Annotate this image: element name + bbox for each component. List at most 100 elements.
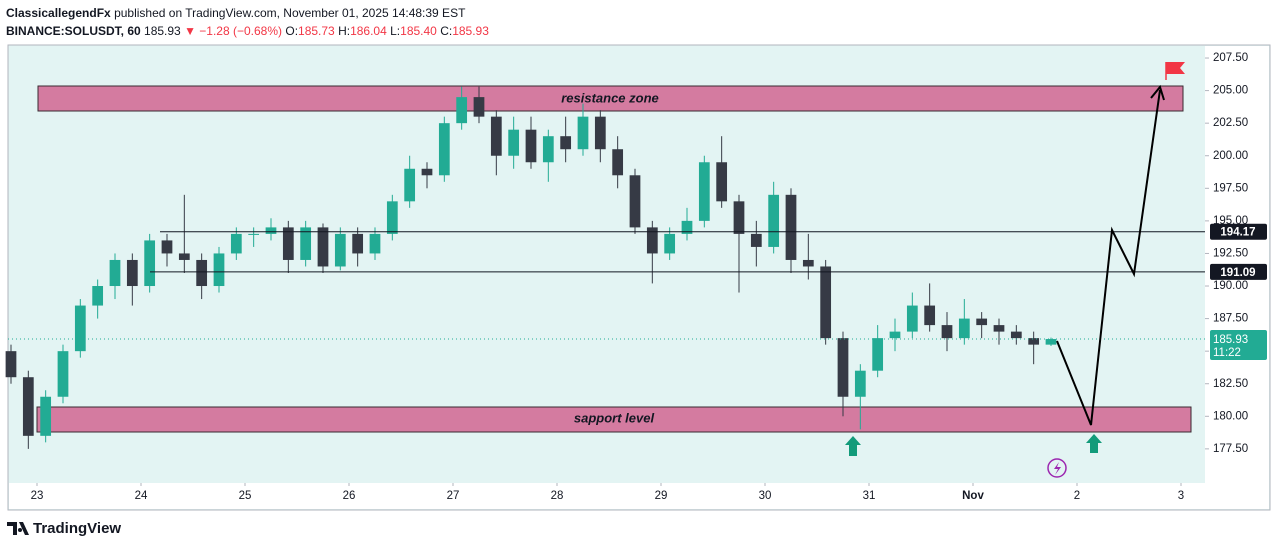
candle-body [1010,331,1022,339]
candle-body [733,201,745,234]
price-tag-label: 191.09 [1220,267,1255,279]
candle-body [924,305,936,326]
candle-body [664,233,676,254]
candle-body [22,377,34,436]
candle-body [265,227,277,234]
candle-body [750,233,762,247]
candle-body [508,129,520,156]
brand: TradingView [33,520,121,537]
symbol: BINANCE:SOLUSDT, 60 [6,24,141,38]
x-tick-label: 3 [1178,490,1184,502]
y-tick-label: 197.50 [1213,182,1248,194]
candle-body [768,194,780,247]
up-arrow [845,436,861,456]
y-tick-label: 200.00 [1213,150,1248,162]
candle-body [785,194,797,260]
x-tick-label: 27 [447,490,460,502]
projection-arrowhead [1150,84,1165,101]
candle-body [958,318,970,339]
candle-body [629,175,641,228]
x-tick-label: 31 [863,490,876,502]
candle-body [698,162,710,221]
x-tick-label: 29 [655,490,668,502]
event-icon [1047,458,1067,478]
support-label: sapport level [574,410,655,425]
y-tick-label: 205.00 [1213,85,1248,97]
x-tick-label: 2 [1074,490,1080,502]
candle-body [5,351,17,378]
support-zone [36,406,1192,433]
candle-body [542,136,554,163]
price-tag [1210,223,1267,240]
candle-body [300,227,312,260]
price-tag-label: 194.17 [1220,227,1255,239]
candle-body [820,266,832,339]
candle-body [369,233,381,254]
candle-body [976,318,988,326]
author: ClassicallegendFx [6,6,111,20]
candle-body [317,227,329,267]
x-tick-label: Nov [962,490,984,502]
candle-body [126,259,138,287]
candle-body [612,149,624,176]
candle-body [646,227,658,254]
candle-body [352,233,364,254]
candle-body [577,116,589,150]
published: published on TradingView.com, November 0… [114,6,466,20]
last-price-tag [1210,330,1267,361]
last: 185.93 [144,24,181,38]
candle-body [681,220,693,234]
o: 185.73 [298,24,335,38]
price-tag [1210,263,1267,280]
candle-body [594,116,606,150]
event-bolt [1054,462,1061,475]
candle-body [1028,338,1040,345]
countdown: 11:22 [1213,347,1241,359]
candle-body [560,136,572,150]
c: 185.93 [452,24,489,38]
candle-body [802,259,814,267]
l: 185.40 [400,24,437,38]
candle-body [438,123,450,176]
candle-body [57,351,69,397]
x-tick-label: 28 [551,490,564,502]
candle-body [404,168,416,202]
x-tick-label: 23 [31,490,44,502]
candle-body [109,259,121,287]
logo: TradingView [7,520,121,537]
candle-body [473,97,485,117]
header: ClassicallegendFx published on TradingVi… [6,4,489,40]
projection-path [1056,89,1161,426]
candle-body [1045,339,1057,345]
candle-body [889,331,901,339]
candle-body [161,240,173,254]
candle-body [837,338,849,397]
quote-line: BINANCE:SOLUSDT, 60 185.93 ▼ −1.28 (−0.6… [6,22,489,40]
resistance-zone [37,85,1184,112]
resistance-label: resistance zone [561,90,659,105]
candle-body [854,370,866,397]
candle-body [872,338,884,371]
y-tick-label: 177.50 [1213,443,1248,455]
candle-body [196,259,208,287]
up-arrow [1086,434,1102,453]
candle-body [993,325,1005,332]
y-tick-label: 187.50 [1213,313,1248,325]
h-label: H: [338,24,351,38]
candle-body [941,325,953,339]
candle-body [421,168,433,176]
candle-body [906,305,918,332]
candle-body [230,233,242,254]
x-tick-label: 24 [135,490,148,502]
y-tick-label: 182.50 [1213,378,1248,390]
logo-mark [7,522,29,535]
flag [1166,62,1185,74]
y-tick-label: 180.00 [1213,410,1248,422]
candle-body [74,305,86,352]
candle-body [334,233,346,267]
candle-body [178,253,190,260]
candle-body [282,227,294,260]
h: 186.04 [350,24,387,38]
